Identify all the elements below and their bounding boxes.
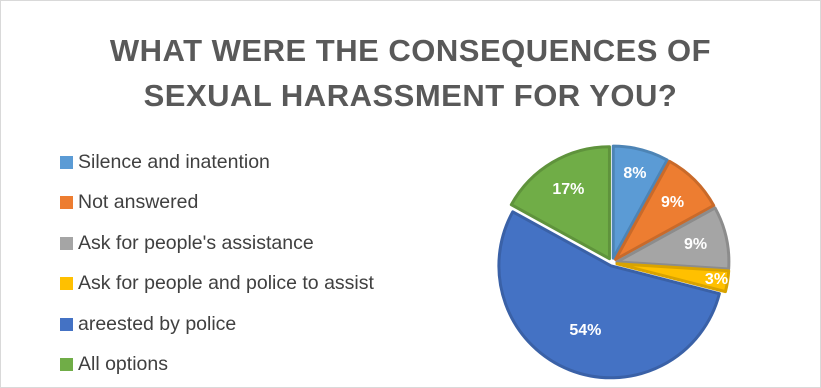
slice-data-label: 17%	[552, 181, 584, 198]
slice-data-label: 9%	[661, 194, 684, 211]
legend-swatch	[60, 236, 73, 250]
legend: Silence and inatention Not answered Ask …	[60, 142, 374, 385]
pie-slice	[614, 159, 716, 261]
slice-data-label: 54%	[569, 322, 601, 339]
legend-label: All options	[78, 353, 168, 376]
chart-title-line-1: WHAT WERE THE CONSEQUENCES OF	[109, 33, 712, 68]
legend-swatch	[60, 317, 73, 331]
pie-slice	[611, 144, 669, 260]
slice-data-label: 9%	[684, 236, 707, 253]
legend-swatch	[60, 196, 73, 210]
legend-label: Not answered	[78, 191, 199, 214]
legend-item-silence: Silence and inatention	[60, 142, 374, 183]
pie-slice	[615, 206, 731, 271]
legend-label: areested by police	[78, 312, 237, 335]
pie-slice	[615, 262, 731, 294]
legend-label: Ask for people and police to assist	[78, 272, 374, 295]
legend-swatch	[60, 277, 73, 291]
legend-item-people-police: Ask for people and police to assist	[60, 264, 374, 305]
chart-title: WHAT WERE THE CONSEQUENCES OF SEXUAL HAR…	[0, 28, 821, 118]
legend-swatch	[60, 358, 73, 372]
legend-item-all-options: All options	[60, 345, 374, 386]
legend-item-people-assistance: Ask for people's assistance	[60, 223, 374, 264]
legend-label: Ask for people's assistance	[78, 231, 314, 254]
legend-item-not-answered: Not answered	[60, 183, 374, 224]
pie-slice	[509, 145, 611, 261]
legend-label: Silence and inatention	[78, 150, 270, 173]
chart-title-line-2: SEXUAL HARASSMENT FOR YOU?	[143, 78, 678, 113]
legend-item-arrested: areested by police	[60, 304, 374, 345]
slice-data-label: 3%	[705, 271, 728, 288]
legend-swatch	[60, 155, 73, 169]
pie-slice	[497, 210, 721, 380]
slice-data-label: 8%	[623, 165, 646, 182]
